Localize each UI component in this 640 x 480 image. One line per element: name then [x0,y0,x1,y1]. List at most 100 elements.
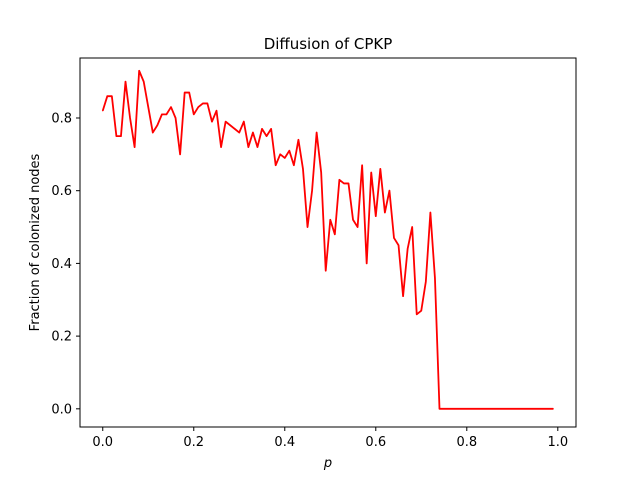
data-point [129,117,131,119]
data-point [352,219,354,221]
data-point [124,81,127,83]
data-point [215,110,218,112]
data-point [388,190,391,192]
data-point [366,262,368,265]
data-point [247,146,249,148]
data-point [320,171,322,174]
data-point [256,146,259,148]
x-tick-label: 0.8 [456,435,477,450]
data-point [507,408,509,410]
data-point [498,408,500,410]
data-point [488,408,491,410]
data-point [411,226,413,228]
data-point [475,408,477,410]
data-point [466,408,468,410]
data-point [447,408,450,410]
data-point [229,124,231,126]
data-point [188,91,190,94]
data-point [443,408,445,410]
data-point [279,153,281,155]
data-point [138,70,140,72]
data-point [306,226,309,228]
data-point [484,408,486,410]
x-axis: 0.0 0.2 0.4 0.6 0.8 1.0 [92,427,568,450]
data-point [265,135,268,137]
x-tick-label: 0.4 [274,435,295,450]
data-point [470,408,472,410]
y-tick-label: 0.6 [51,184,72,199]
data-point [252,131,254,134]
data-point [379,168,381,170]
data-point [520,408,522,410]
data-point [438,408,441,410]
data-point [120,135,122,137]
data-point [361,164,363,166]
data-point [407,248,409,250]
data-point [261,128,263,130]
plot-frame [79,57,577,428]
data-point [511,408,513,410]
data-point [202,102,204,105]
chart-title: Diffusion of CPKP [264,35,393,53]
data-point [552,408,554,410]
data-point [516,408,518,410]
data-point [174,117,177,119]
data-point [529,408,532,410]
x-tick-label: 0.0 [92,435,113,450]
data-point [343,182,345,185]
y-tick-label: 0.2 [51,330,72,345]
data-point [179,153,181,155]
data-point [311,190,313,192]
y-tick-label: 0.0 [51,402,72,417]
x-tick-label: 1.0 [547,435,568,450]
data-point [397,244,400,246]
x-tick-label: 0.6 [365,435,386,450]
data-point [338,179,340,181]
data-point [147,106,149,108]
data-point [156,124,158,126]
data-point [206,102,209,105]
data-point [152,131,154,134]
data-point [375,215,377,217]
x-tick-label: 0.2 [183,435,204,450]
data-point [502,408,504,410]
data-point [434,277,436,279]
data-point [238,131,240,134]
data-point [102,110,104,112]
data-point [316,131,318,134]
data-point [538,408,541,410]
data-point [297,139,300,141]
data-point [429,211,431,214]
y-axis-label: Fraction of colonized nodes [28,153,43,331]
y-tick-label: 0.4 [51,257,72,272]
data-point [457,408,459,410]
data-point [347,182,350,185]
data-point [479,408,482,410]
data-point [284,157,286,159]
y-tick-label: 0.8 [51,111,72,126]
data-point [225,121,227,123]
data-point [293,164,295,166]
data-point [420,310,422,312]
y-axis: 0.0 0.2 0.4 0.6 0.8 [51,111,80,417]
data-point [393,237,395,239]
data-point [134,146,136,148]
data-point [161,113,163,115]
data-point [211,121,213,123]
data-point [416,313,418,315]
data-point [370,171,372,174]
data-point [493,408,495,410]
data-point [243,121,245,123]
data-point [334,233,336,235]
x-axis-label: p [323,456,332,471]
data-point [329,219,331,221]
data-point [548,408,550,410]
data-point [106,95,108,97]
data-point [184,91,186,94]
data-point [111,95,113,97]
data-point [170,106,172,108]
data-point [234,128,236,130]
data-point [165,113,168,115]
data-point [143,81,145,83]
data-point [288,150,290,152]
